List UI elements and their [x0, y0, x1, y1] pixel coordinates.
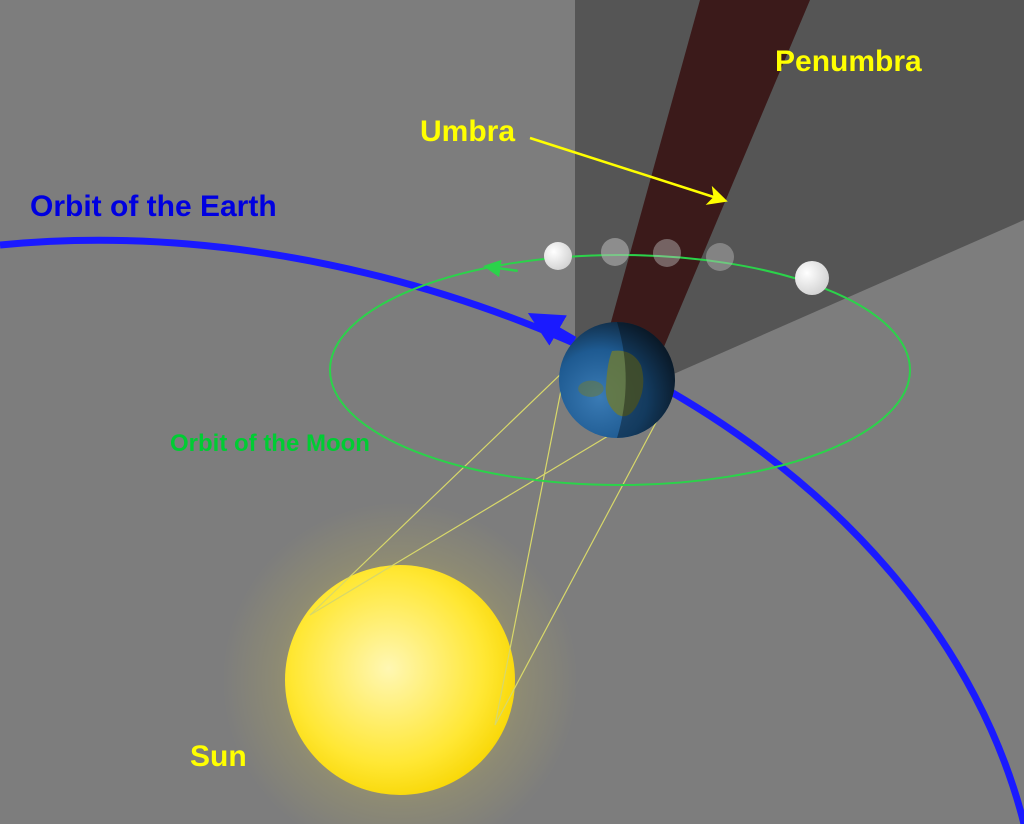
label-orbit-earth: Orbit of the Earth — [30, 190, 277, 224]
moon — [795, 261, 829, 295]
earth — [559, 322, 675, 438]
label-sun: Sun — [190, 740, 247, 774]
label-orbit-moon: Orbit of the Moon — [170, 430, 370, 458]
moon — [653, 239, 681, 267]
moon — [706, 243, 734, 271]
moon — [601, 238, 629, 266]
sun-body — [285, 565, 515, 795]
label-umbra: Umbra — [420, 115, 515, 149]
label-penumbra: Penumbra — [775, 45, 922, 79]
moon — [544, 242, 572, 270]
eclipse-diagram: Penumbra Umbra Orbit of the Earth Orbit … — [0, 0, 1024, 824]
